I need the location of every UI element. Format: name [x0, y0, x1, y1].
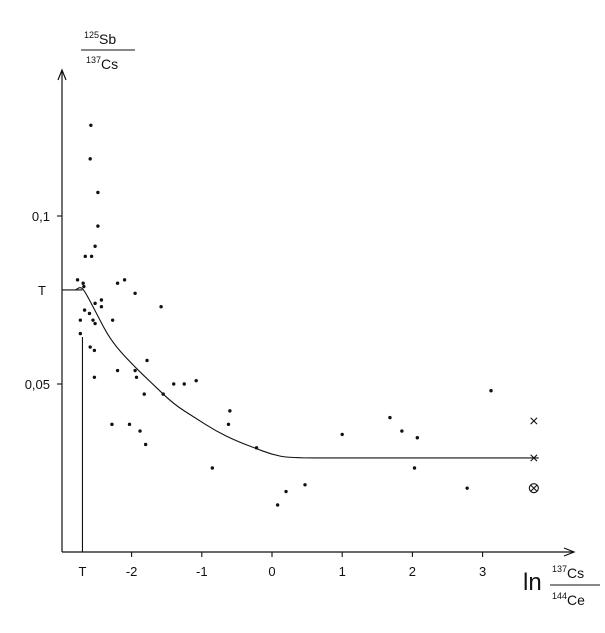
- y-tick-label-1: 0,1: [32, 209, 50, 224]
- data-points: [75, 123, 493, 507]
- data-point-14: [87, 311, 92, 316]
- cross-stroke-b: [530, 484, 538, 492]
- data-point-45: [284, 489, 288, 494]
- data-point-13: [82, 308, 87, 312]
- y-ticks: 0,05 0,1: [25, 209, 62, 392]
- data-point-25: [110, 318, 115, 322]
- data-point-18: [78, 331, 83, 336]
- data-point-23: [122, 278, 127, 282]
- y-axis-arrow: [57, 68, 67, 81]
- x-label-numerator: 137Cs: [552, 564, 584, 581]
- x-tick-label-3: 1: [339, 564, 346, 579]
- data-point-20: [92, 348, 97, 353]
- data-point-0: [89, 123, 93, 127]
- data-point-9: [82, 284, 86, 289]
- x-tick-label-5: 3: [479, 564, 486, 579]
- fit-curve-group: [75, 287, 539, 459]
- x-label-denominator: 144Ce: [552, 591, 585, 608]
- x-axis-arrow: [563, 547, 576, 557]
- data-point-15: [78, 318, 83, 322]
- data-point-42: [210, 466, 215, 470]
- data-point-34: [182, 382, 186, 386]
- x-marker-label: T: [78, 564, 86, 579]
- data-point-48: [388, 415, 392, 420]
- x-ticks: -2 -1 0 1 2 3: [126, 552, 486, 579]
- x-tick-label-1: -1: [196, 564, 208, 579]
- data-point-3: [96, 224, 100, 228]
- data-point-50: [415, 436, 420, 440]
- x-tick-label-0: -2: [126, 564, 138, 579]
- y-marker-label: T: [38, 283, 46, 298]
- data-point-8: [81, 281, 85, 285]
- x-tick-label-2: 0: [268, 564, 275, 579]
- data-point-40: [228, 409, 232, 413]
- data-point-28: [133, 368, 137, 373]
- data-point-22: [115, 281, 120, 285]
- threshold-markers: TT: [38, 283, 86, 579]
- data-point-41: [226, 422, 231, 427]
- data-point-10: [93, 301, 97, 306]
- data-point-30: [145, 358, 149, 363]
- data-point-26: [159, 305, 163, 309]
- data-point-31: [142, 392, 146, 396]
- data-point-44: [275, 503, 280, 507]
- circled-cross-mark-2: [528, 483, 539, 494]
- x-axis-label: ln 137Cs 144Ce: [523, 564, 600, 608]
- data-point-19: [88, 345, 92, 349]
- y-label-numerator: 125Sb: [84, 30, 116, 47]
- data-point-27: [115, 368, 120, 373]
- data-point-37: [127, 422, 132, 427]
- data-point-17: [93, 321, 97, 326]
- cross-stroke-b: [530, 417, 538, 425]
- cross-mark-0: [530, 417, 538, 425]
- y-tick-label-0: 0,05: [25, 377, 50, 392]
- data-point-49: [400, 429, 404, 433]
- data-point-11: [99, 298, 104, 302]
- data-point-39: [143, 442, 148, 447]
- data-point-16: [91, 318, 95, 322]
- cross-stroke-b: [530, 454, 538, 462]
- x-tick-label-4: 2: [409, 564, 416, 579]
- data-point-46: [303, 483, 307, 487]
- data-point-51: [412, 466, 417, 470]
- axes: [57, 68, 576, 557]
- data-point-21: [92, 375, 97, 379]
- y-label-denominator: 137Cs: [86, 55, 118, 72]
- data-point-4: [93, 244, 97, 248]
- cross-mark-1: [530, 454, 538, 462]
- data-point-53: [489, 389, 493, 393]
- data-point-47: [340, 432, 344, 437]
- data-point-2: [96, 190, 100, 195]
- data-point-32: [161, 392, 165, 396]
- data-point-36: [110, 422, 114, 427]
- special-marks: [528, 417, 539, 494]
- data-point-24: [133, 291, 137, 295]
- y-axis-label: 125Sb 137Cs: [81, 30, 135, 72]
- data-point-52: [465, 486, 469, 490]
- fit-curve: [75, 287, 539, 459]
- x-label-prefix: ln: [523, 569, 542, 596]
- data-point-7: [75, 278, 80, 282]
- data-point-38: [138, 429, 142, 433]
- data-point-43: [254, 446, 259, 450]
- data-point-12: [99, 305, 104, 309]
- data-point-33: [172, 382, 176, 386]
- data-point-5: [83, 254, 87, 259]
- data-point-1: [88, 157, 92, 161]
- data-point-6: [89, 254, 94, 259]
- data-point-35: [194, 378, 198, 383]
- circled-cross-ring: [528, 483, 539, 494]
- data-point-29: [134, 375, 139, 379]
